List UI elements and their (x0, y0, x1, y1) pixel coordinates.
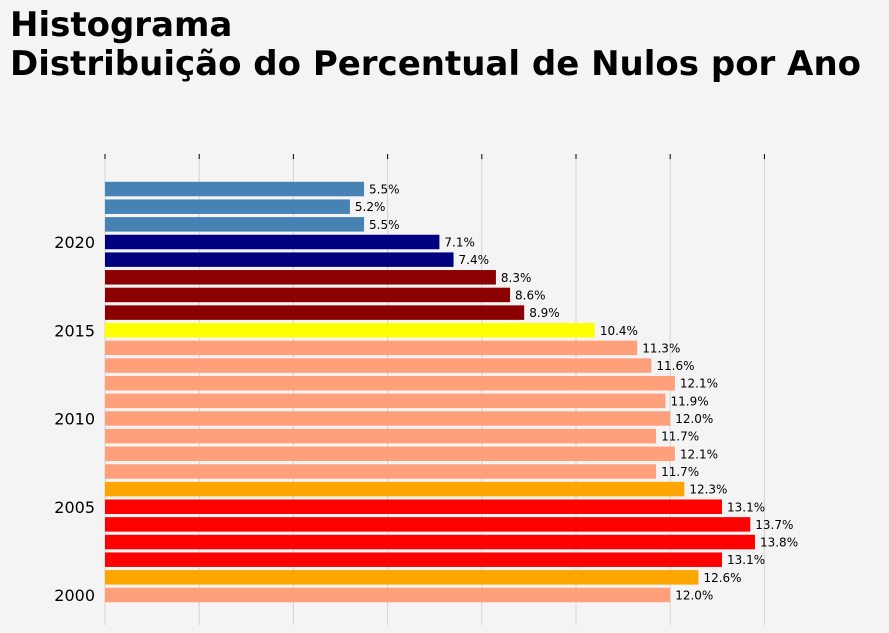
bar (105, 534, 755, 550)
chart-title-line2: Distribuição do Percentual de Nulos por … (10, 44, 862, 84)
bar (105, 446, 675, 462)
bar-label: 12.1% (680, 377, 718, 391)
bar (105, 181, 365, 197)
y-tick-label: 2015 (54, 321, 95, 340)
bar-label: 11.7% (661, 465, 699, 479)
bar (105, 199, 350, 214)
bar-label: 11.7% (661, 430, 699, 444)
y-tick-label: 2020 (54, 233, 95, 252)
bar (105, 252, 454, 267)
bar-label: 11.3% (642, 341, 680, 355)
bar-label: 13.8% (760, 536, 798, 550)
bar-label: 8.3% (501, 271, 532, 285)
bar (105, 270, 496, 285)
bar (105, 234, 440, 250)
bar (105, 287, 511, 303)
bar-label: 5.5% (369, 183, 400, 197)
bar-label: 12.0% (675, 412, 713, 426)
bar-label: 8.6% (515, 288, 546, 302)
bar (105, 481, 685, 497)
bar-label: 5.5% (369, 218, 400, 232)
bar (105, 393, 666, 409)
bar (105, 323, 595, 338)
bar (105, 375, 675, 391)
y-axis-ticks: 2000 2005 2010 2015 2020 (54, 233, 95, 605)
y-tick-label: 2000 (54, 586, 95, 605)
bar (105, 305, 525, 320)
bar-labels: 12.0%12.6%13.1%13.8%13.7%13.1%12.3%11.7%… (355, 183, 798, 603)
bar (105, 464, 657, 479)
bar-label: 13.7% (755, 518, 793, 532)
bar-label: 8.9% (529, 306, 560, 320)
bar (105, 217, 365, 232)
y-tick-label: 2010 (54, 410, 95, 429)
bar (105, 428, 657, 444)
bar (105, 552, 723, 567)
bar (105, 517, 751, 532)
bar-label: 12.0% (675, 589, 713, 603)
bar-label: 10.4% (600, 324, 638, 338)
chart-title: Histograma Distribuição do Percentual de… (10, 6, 861, 84)
bars (105, 181, 755, 603)
bar-label: 13.1% (727, 500, 765, 514)
bar (105, 358, 652, 373)
chart-title-line1: Histograma (10, 5, 233, 45)
bar (105, 587, 671, 603)
x-axis-ticks (104, 154, 765, 159)
bar (105, 411, 671, 426)
bar (105, 340, 638, 356)
bar (105, 570, 699, 585)
bar-label: 11.9% (670, 394, 708, 408)
bar-label: 12.1% (680, 447, 718, 461)
bar-label: 11.6% (656, 359, 694, 373)
bar-label: 7.4% (459, 253, 490, 267)
y-tick-label: 2005 (54, 498, 95, 517)
bar-label: 5.2% (355, 200, 386, 214)
bar-label: 13.1% (727, 553, 765, 567)
bar-label: 12.3% (689, 483, 727, 497)
bar-label: 7.1% (444, 236, 475, 250)
bar (105, 499, 723, 514)
bar-label: 12.6% (703, 571, 741, 585)
